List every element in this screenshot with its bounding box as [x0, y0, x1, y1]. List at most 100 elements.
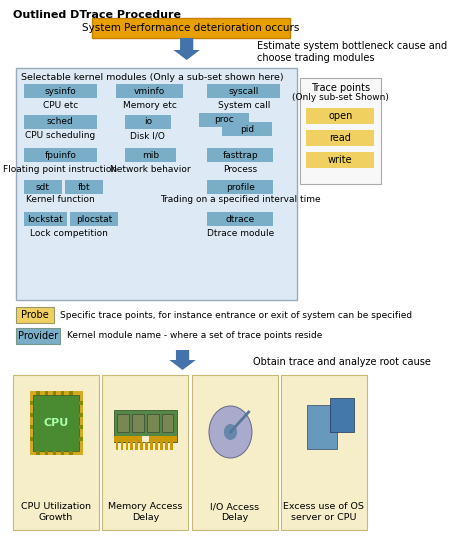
Bar [300, 78, 381, 184]
Bar [160, 442, 163, 450]
Bar [61, 451, 64, 455]
Text: pid: pid [240, 125, 254, 133]
Bar [36, 391, 40, 395]
Text: (Only sub-set Shown): (Only sub-set Shown) [292, 93, 389, 103]
Text: Trace points: Trace points [311, 83, 370, 93]
Bar [307, 130, 374, 146]
Text: lockstat: lockstat [27, 214, 63, 224]
Bar [15, 307, 54, 323]
Bar [30, 425, 33, 429]
Text: sdt: sdt [36, 183, 50, 192]
Bar [15, 68, 297, 300]
Bar [165, 442, 168, 450]
Text: write: write [328, 155, 353, 165]
Text: Lock competition: Lock competition [30, 228, 107, 238]
Text: sched: sched [47, 118, 74, 126]
Bar [24, 115, 96, 129]
Bar [207, 84, 280, 98]
Bar [13, 375, 99, 530]
Bar [330, 398, 354, 432]
Bar [36, 451, 40, 455]
Bar [145, 442, 148, 450]
Text: Dtrace module: Dtrace module [207, 228, 274, 238]
Bar [307, 405, 337, 449]
Text: System call: System call [217, 100, 270, 110]
Bar [132, 414, 144, 432]
Bar [79, 401, 82, 405]
Text: syscall: syscall [228, 86, 259, 96]
Bar [45, 451, 48, 455]
Bar [24, 180, 62, 194]
Text: Probe: Probe [21, 310, 49, 320]
Bar [116, 442, 118, 450]
Bar [199, 113, 248, 127]
Text: fpuinfo: fpuinfo [44, 151, 76, 159]
Bar [53, 391, 56, 395]
Text: CPU Utilization
Growth: CPU Utilization Growth [21, 502, 91, 522]
Text: proc: proc [214, 116, 234, 125]
Text: Floating point instruction: Floating point instruction [3, 165, 117, 173]
Bar [170, 442, 172, 450]
Circle shape [209, 406, 252, 458]
Text: System Performance deterioration occurs: System Performance deterioration occurs [82, 23, 299, 33]
Text: Kernel function: Kernel function [26, 195, 95, 205]
Text: plocstat: plocstat [76, 214, 112, 224]
Bar [79, 413, 82, 417]
Bar [30, 413, 33, 417]
Bar [30, 401, 33, 405]
Bar [30, 391, 82, 455]
Text: Specific trace points, for instance entrance or exit of system can be specified: Specific trace points, for instance entr… [60, 310, 412, 320]
Bar [24, 148, 96, 162]
Text: Memory etc: Memory etc [122, 100, 177, 110]
Bar [79, 425, 82, 429]
Text: Kernel module name - where a set of trace points reside: Kernel module name - where a set of trac… [67, 332, 322, 341]
Bar [79, 437, 82, 441]
Bar [69, 391, 73, 395]
Text: Selectable kernel modules (Only a sub-set shown here): Selectable kernel modules (Only a sub-se… [20, 72, 283, 82]
Text: fasttrap: fasttrap [222, 151, 258, 159]
Text: fbt: fbt [78, 183, 91, 192]
Bar [61, 391, 64, 395]
Bar [125, 148, 176, 162]
Bar [155, 442, 158, 450]
Polygon shape [173, 38, 200, 60]
Bar [33, 395, 79, 451]
Bar [65, 180, 103, 194]
Bar [24, 212, 67, 226]
Bar [162, 414, 173, 432]
Text: read: read [329, 133, 351, 143]
Bar [281, 375, 367, 530]
Text: sysinfo: sysinfo [45, 86, 76, 96]
Text: Process: Process [223, 165, 258, 173]
Bar [307, 108, 374, 124]
Bar [117, 414, 129, 432]
Text: Excess use of OS
server or CPU: Excess use of OS server or CPU [283, 502, 364, 522]
Bar [207, 180, 273, 194]
Bar [207, 148, 273, 162]
Bar [222, 122, 272, 136]
Text: CPU scheduling: CPU scheduling [25, 132, 96, 140]
Text: Disk I/O: Disk I/O [131, 132, 165, 140]
Bar [125, 115, 171, 129]
Polygon shape [169, 350, 196, 370]
Bar [126, 442, 128, 450]
Bar [131, 442, 133, 450]
Text: vminfo: vminfo [134, 86, 165, 96]
Text: CPU: CPU [44, 418, 69, 428]
Text: mib: mib [142, 151, 159, 159]
Bar [121, 442, 123, 450]
Circle shape [224, 424, 237, 440]
Bar [147, 414, 159, 432]
Text: dtrace: dtrace [226, 214, 255, 224]
Bar [91, 18, 290, 38]
Bar [150, 442, 153, 450]
Bar [69, 451, 73, 455]
Text: Estimate system bottleneck cause and
choose trading modules: Estimate system bottleneck cause and cho… [257, 41, 447, 63]
Text: io: io [144, 118, 152, 126]
Bar [207, 212, 273, 226]
Bar [114, 436, 177, 442]
Text: I/O Access
Delay: I/O Access Delay [210, 502, 259, 522]
Bar [116, 84, 182, 98]
Bar [307, 152, 374, 168]
Text: open: open [328, 111, 353, 121]
